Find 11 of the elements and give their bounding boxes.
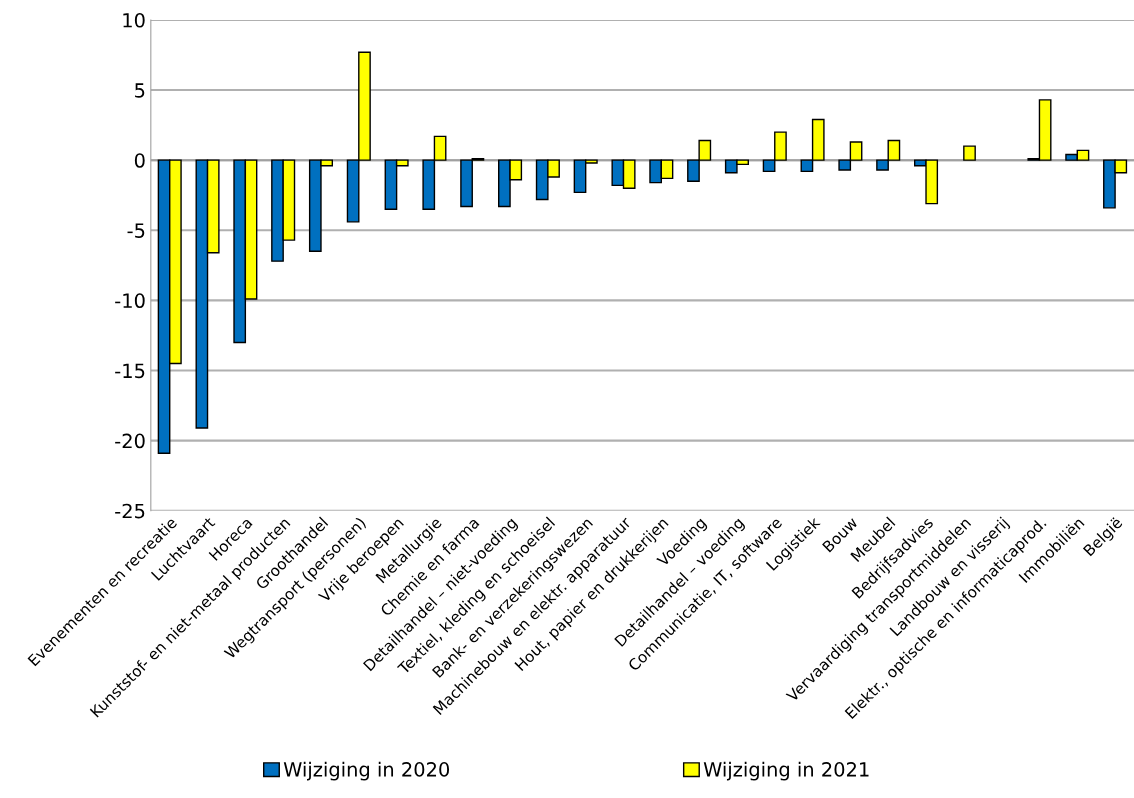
legend-label: Wijziging in 2020 (283, 761, 450, 781)
y-tick-label: 5 (135, 83, 145, 98)
y-tick-label: 10 (123, 12, 145, 28)
y-tick-label: 0 (134, 153, 145, 168)
y-tick-label: -5 (127, 223, 145, 238)
y-tick-label: -15 (115, 363, 145, 379)
y-tick-label: -10 (115, 293, 145, 309)
y-tick-label: -25 (115, 503, 145, 519)
y-tick-label: -20 (115, 433, 145, 449)
bar (963, 145, 976, 161)
legend-label: Wijziging in 2021 (703, 761, 869, 781)
